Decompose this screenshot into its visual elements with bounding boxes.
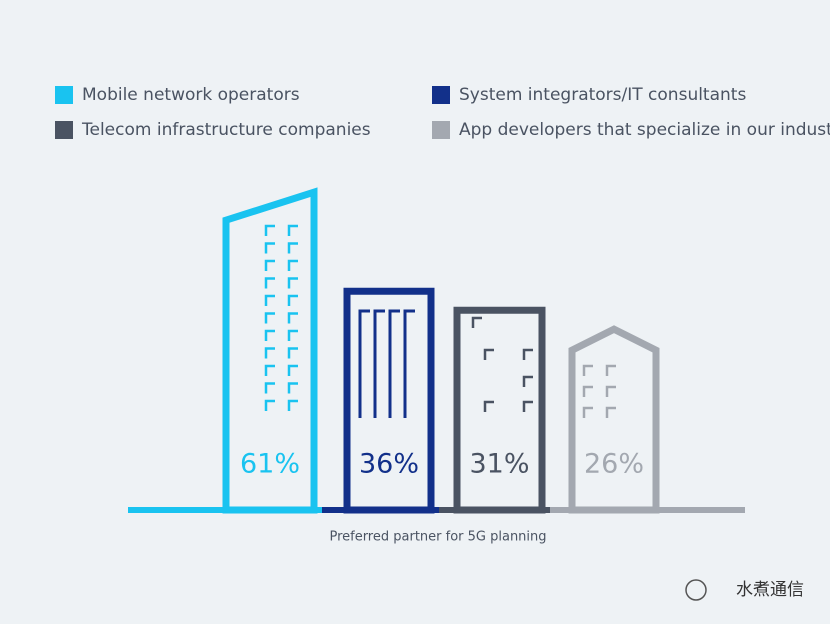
building-bar xyxy=(568,325,660,514)
window xyxy=(264,294,275,306)
window xyxy=(582,364,593,376)
window xyxy=(605,385,616,397)
x-label: Preferred partner for 5G planning xyxy=(329,530,546,545)
window xyxy=(287,224,298,236)
window xyxy=(287,312,298,324)
legend-label: Telecom infrastructure companies xyxy=(81,120,371,140)
window xyxy=(264,364,275,376)
building-bar xyxy=(222,187,318,514)
window xyxy=(287,382,298,394)
building-bar xyxy=(453,306,546,514)
window xyxy=(471,316,482,328)
window xyxy=(287,259,298,271)
window xyxy=(373,309,385,418)
window xyxy=(264,399,275,411)
legend-swatch xyxy=(432,86,450,104)
window xyxy=(522,375,533,387)
window xyxy=(287,242,298,254)
value-label: 31% xyxy=(469,449,529,480)
window xyxy=(287,294,298,306)
window xyxy=(264,224,275,236)
window xyxy=(264,347,275,359)
window xyxy=(264,312,275,324)
window xyxy=(483,348,494,360)
window xyxy=(264,382,275,394)
window xyxy=(358,309,370,418)
legend-swatch xyxy=(55,121,73,139)
window xyxy=(264,277,275,289)
legend-swatch xyxy=(432,121,450,139)
value-label: 26% xyxy=(584,449,644,480)
window xyxy=(264,259,275,271)
window xyxy=(287,347,298,359)
window xyxy=(605,406,616,418)
legend-swatch xyxy=(55,86,73,104)
value-label: 36% xyxy=(359,449,419,480)
window xyxy=(605,364,616,376)
window xyxy=(582,406,593,418)
window xyxy=(287,277,298,289)
watermark-icon xyxy=(685,579,707,601)
window xyxy=(287,329,298,341)
window xyxy=(287,399,298,411)
window xyxy=(483,400,494,412)
window xyxy=(403,309,415,418)
window xyxy=(264,329,275,341)
building-bar xyxy=(343,287,435,514)
window xyxy=(264,242,275,254)
legend-label: System integrators/IT consultants xyxy=(459,85,746,105)
legend-label: Mobile network operators xyxy=(82,85,300,105)
value-label: 61% xyxy=(240,449,300,480)
window xyxy=(522,400,533,412)
window xyxy=(522,348,533,360)
window xyxy=(388,309,400,418)
legend-label: App developers that specialize in our in… xyxy=(459,120,830,140)
window xyxy=(287,364,298,376)
watermark: 水煮通信 xyxy=(736,580,804,600)
window xyxy=(582,385,593,397)
